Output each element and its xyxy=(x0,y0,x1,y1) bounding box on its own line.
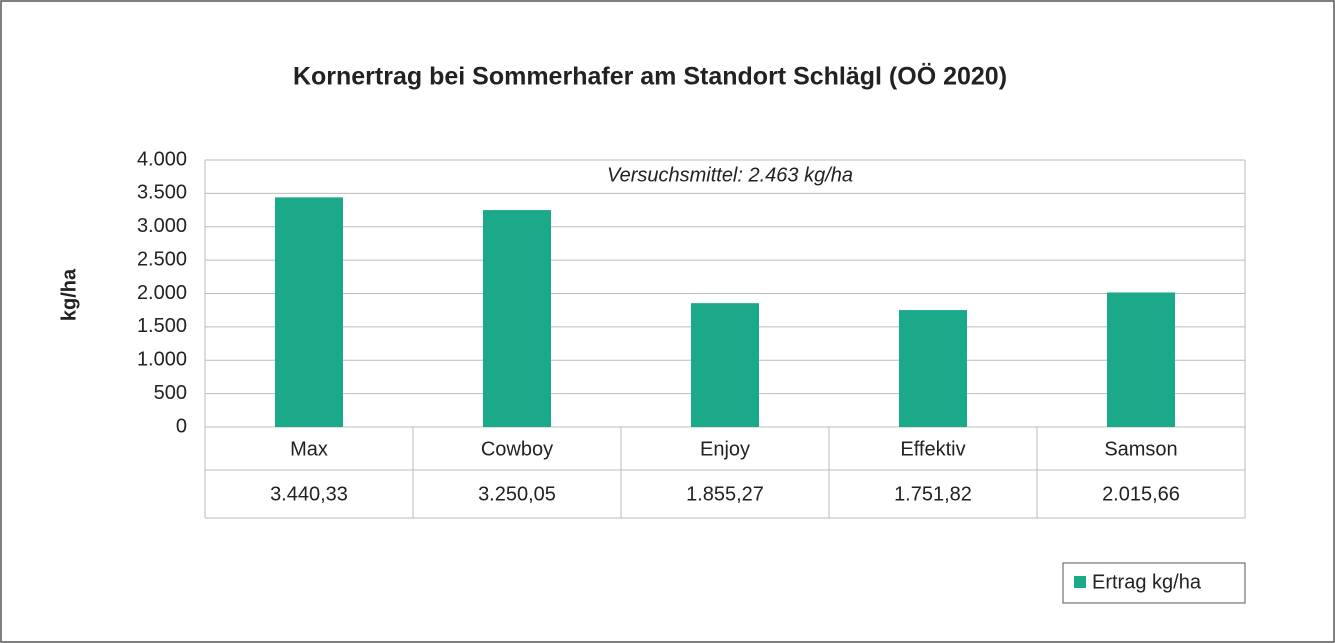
y-tick-label: 0 xyxy=(176,415,187,437)
y-tick-label: 2.000 xyxy=(137,282,187,304)
y-tick-label: 3.000 xyxy=(137,215,187,237)
y-tick-label: 2.500 xyxy=(137,248,187,270)
y-axis-label: kg/ha xyxy=(58,268,80,321)
table-value: 2.015,66 xyxy=(1102,483,1180,505)
x-tick-label: Cowboy xyxy=(481,438,553,460)
bar xyxy=(1107,292,1175,427)
y-tick-label: 4.000 xyxy=(137,148,187,170)
y-tick-label: 1.500 xyxy=(137,315,187,337)
x-tick-label: Samson xyxy=(1104,438,1177,460)
bar xyxy=(899,310,967,427)
x-tick-label: Enjoy xyxy=(700,438,750,460)
y-tick-label: 500 xyxy=(154,382,187,404)
legend-label: Ertrag kg/ha xyxy=(1092,571,1202,593)
table-value: 1.855,27 xyxy=(686,483,764,505)
bar xyxy=(691,303,759,427)
table-value: 1.751,82 xyxy=(894,483,972,505)
legend-box xyxy=(1062,562,1246,604)
x-tick-label: Effektiv xyxy=(900,438,965,460)
table-value: 3.250,05 xyxy=(478,483,556,505)
annotation: Versuchsmittel: 2.463 kg/ha xyxy=(607,164,853,186)
bar xyxy=(483,210,551,427)
table-value: 3.440,33 xyxy=(270,483,348,505)
legend-swatch xyxy=(1074,576,1086,588)
chart-title: Kornertrag bei Sommerhafer am Standort S… xyxy=(293,62,1007,91)
x-tick-label: Max xyxy=(290,438,328,460)
bar xyxy=(275,197,343,427)
y-tick-label: 3.500 xyxy=(137,182,187,204)
y-tick-label: 1.000 xyxy=(137,349,187,371)
